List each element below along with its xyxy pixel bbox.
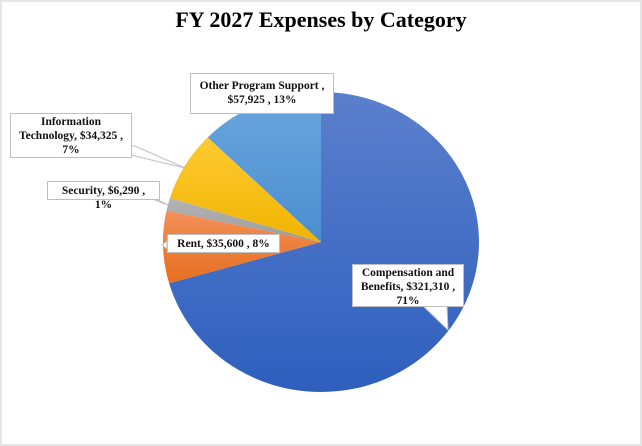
slice-security	[166, 197, 321, 242]
label-compensation-line2: Benefits, $321,310 ,	[360, 281, 456, 293]
label-compensation-line1: Compensation and	[361, 267, 455, 279]
label-compensation-line3: 71%	[396, 295, 420, 307]
callout-line-security-b	[154, 199, 169, 206]
chart-title: FY 2027 Expenses by Category	[175, 7, 467, 32]
label-other-line1: Other Program Support ,	[199, 80, 325, 92]
data-label-security: Security, $6,290 , 1%	[47, 181, 160, 211]
data-label-other: Other Program Support , $57,925 , 13%	[190, 73, 334, 114]
data-label-compensation: Compensation and Benefits, $321,310 , 71…	[352, 264, 464, 307]
slice-compensation	[169, 92, 479, 392]
label-other-line2: $57,925 , 13%	[227, 94, 297, 106]
slice-other	[207, 91, 321, 242]
data-label-it: Information Technology, $34,325 , 7%	[10, 113, 132, 158]
slice-it	[170, 137, 321, 242]
label-rent-text: Rent, $35,600 , 8%	[177, 238, 270, 250]
data-label-rent: Rent, $35,600 , 8%	[167, 234, 280, 253]
label-security-text: Security, $6,290 , 1%	[61, 185, 146, 211]
label-it-line2: Technology, $34,325 ,	[18, 130, 124, 142]
label-it-line3: 7%	[62, 144, 80, 156]
label-it-line1: Information	[40, 116, 102, 128]
